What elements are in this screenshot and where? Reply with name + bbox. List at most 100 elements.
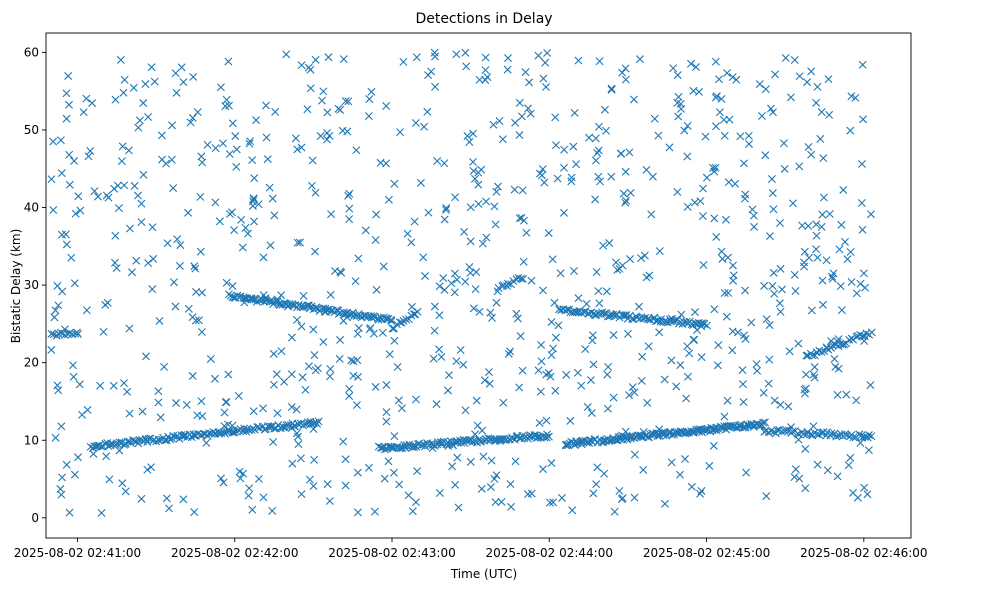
x-tick-label: 2025-08-02 02:41:00 bbox=[14, 546, 141, 560]
scatter-point bbox=[595, 299, 604, 308]
scatter-point bbox=[57, 422, 66, 431]
scatter-point bbox=[812, 98, 821, 107]
scatter-point bbox=[249, 407, 258, 416]
scatter-point bbox=[487, 456, 496, 465]
scatter-point bbox=[696, 197, 705, 206]
scatter-point bbox=[58, 287, 67, 296]
scatter-point bbox=[293, 238, 302, 247]
scatter-point bbox=[864, 431, 873, 440]
scatter-point bbox=[442, 204, 451, 213]
scatter-point bbox=[625, 391, 634, 400]
scatter-point bbox=[587, 409, 596, 418]
scatter-point bbox=[593, 149, 602, 157]
scatter-point bbox=[481, 66, 490, 75]
scatter-point bbox=[430, 302, 439, 311]
scatter-point bbox=[773, 426, 782, 435]
scatter-point bbox=[410, 217, 419, 226]
scatter-point bbox=[863, 490, 872, 499]
scatter-point bbox=[435, 311, 444, 320]
scatter-point bbox=[805, 253, 814, 262]
scatter-point bbox=[225, 149, 234, 158]
scatter-point bbox=[819, 193, 828, 202]
scatter-point bbox=[677, 104, 686, 113]
scatter-point bbox=[849, 433, 858, 442]
scatter-point bbox=[594, 172, 603, 181]
scatter-point bbox=[858, 332, 867, 340]
scatter-point bbox=[630, 95, 639, 104]
scatter-point bbox=[643, 398, 652, 407]
scatter-point bbox=[723, 396, 732, 405]
scatter-point bbox=[452, 50, 461, 59]
scatter-point bbox=[517, 433, 526, 442]
scatter-point bbox=[570, 267, 578, 276]
scatter-point bbox=[372, 210, 381, 219]
scatter-point bbox=[403, 229, 412, 238]
scatter-point bbox=[625, 148, 634, 157]
scatter-point bbox=[738, 366, 747, 375]
scatter-point bbox=[245, 137, 254, 146]
scatter-point bbox=[502, 281, 511, 290]
scatter-point bbox=[638, 352, 647, 361]
scatter-point bbox=[424, 71, 433, 80]
scatter-point bbox=[54, 386, 63, 395]
scatter-point bbox=[560, 145, 569, 154]
scatter-point bbox=[812, 245, 821, 254]
scatter-point bbox=[216, 474, 225, 483]
scatter-point bbox=[721, 215, 730, 224]
scatter-point bbox=[163, 239, 172, 248]
scatter-point bbox=[58, 473, 67, 482]
scatter-point bbox=[618, 68, 627, 77]
scatter-point bbox=[469, 129, 478, 138]
scatter-point bbox=[294, 440, 303, 449]
scatter-point bbox=[326, 290, 335, 299]
scatter-point bbox=[222, 398, 231, 407]
scatter-point bbox=[524, 104, 533, 113]
scatter-point bbox=[502, 435, 511, 444]
scatter-point bbox=[70, 156, 79, 165]
scatter-point bbox=[49, 206, 58, 214]
scatter-point bbox=[738, 423, 747, 432]
scatter-point bbox=[121, 487, 130, 496]
scatter-point bbox=[511, 457, 520, 466]
scatter-point bbox=[323, 480, 332, 489]
scatter-point bbox=[592, 480, 601, 489]
scatter-point bbox=[99, 327, 108, 336]
scatter-point bbox=[70, 470, 79, 479]
scatter-point bbox=[248, 505, 257, 514]
scatter-point bbox=[728, 346, 737, 355]
scatter-point bbox=[541, 58, 550, 67]
scatter-point bbox=[676, 470, 684, 479]
scatter-point bbox=[717, 247, 726, 256]
scatter-point bbox=[600, 469, 609, 478]
scatter-point bbox=[683, 342, 692, 351]
scatter-point bbox=[287, 370, 296, 379]
scatter-point bbox=[404, 491, 413, 500]
scatter-point bbox=[466, 237, 475, 246]
scatter-point bbox=[720, 131, 729, 140]
scatter-point bbox=[335, 354, 344, 363]
scatter-point bbox=[549, 498, 558, 507]
scatter-point bbox=[804, 143, 813, 151]
scatter-point bbox=[137, 494, 146, 503]
scatter-point bbox=[241, 223, 250, 232]
scatter-point bbox=[367, 87, 376, 96]
scatter-point bbox=[856, 279, 865, 288]
scatter-point bbox=[761, 151, 770, 160]
scatter-point bbox=[728, 327, 737, 336]
scatter-points bbox=[47, 48, 876, 517]
scatter-point bbox=[349, 357, 358, 366]
scatter-point bbox=[361, 226, 370, 235]
scatter-point bbox=[551, 333, 560, 342]
scatter-point bbox=[310, 455, 319, 464]
scatter-point bbox=[306, 84, 315, 93]
scatter-point bbox=[353, 372, 362, 381]
scatter-point bbox=[490, 474, 499, 483]
scatter-point bbox=[249, 295, 258, 304]
scatter-point bbox=[96, 381, 105, 390]
y-tick-label: 30 bbox=[24, 278, 39, 292]
scatter-point bbox=[155, 316, 164, 325]
scatter-point bbox=[714, 341, 723, 350]
scatter-point bbox=[490, 436, 499, 445]
scatter-point bbox=[550, 298, 559, 307]
scatter-point bbox=[450, 269, 459, 278]
